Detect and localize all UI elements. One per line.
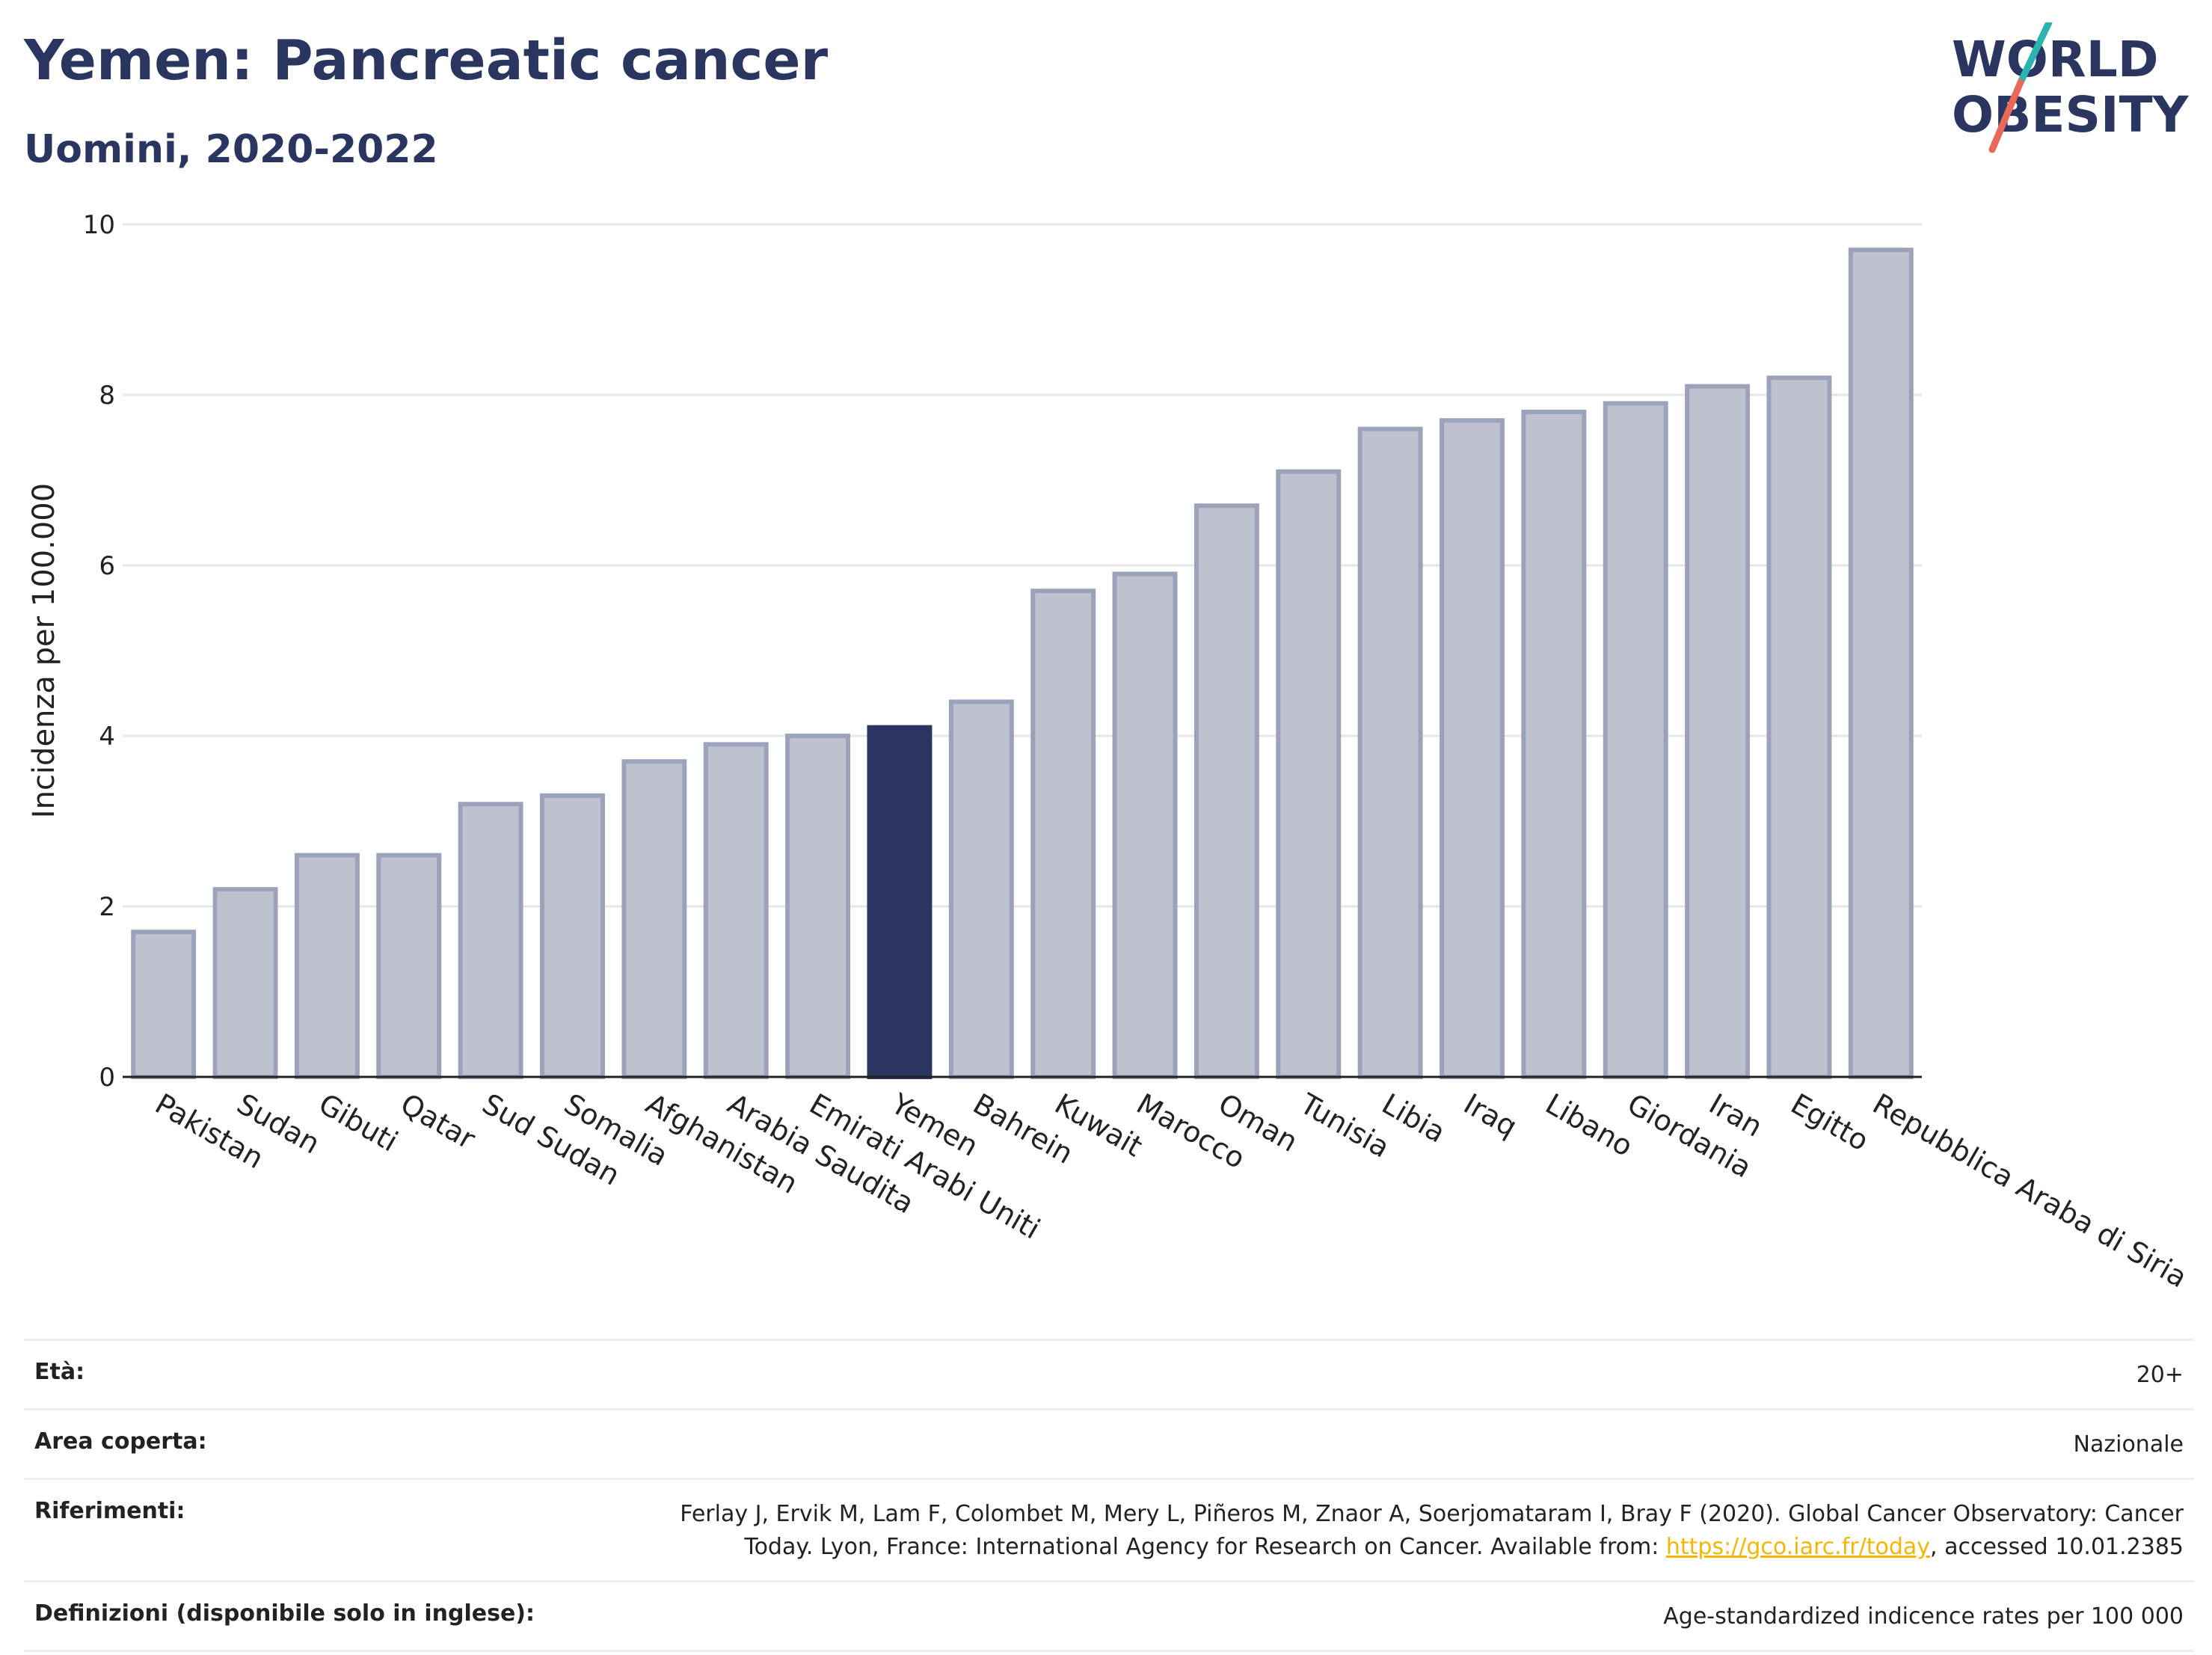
logo-slash-coral	[1988, 79, 2024, 153]
world-obesity-logo: WORLD OBESITY	[1952, 22, 2190, 153]
row-coverage: Area coperta: Nazionale	[24, 1408, 2194, 1478]
bar	[621, 759, 687, 1079]
bar	[540, 793, 605, 1080]
definitions-label: Definizioni (disponibile solo in inglese…	[34, 1600, 535, 1627]
x-tick-label: Qatar	[395, 1087, 481, 1156]
row-age: Età: 20+	[24, 1339, 2194, 1408]
x-tick-label: Repubblica Araba di Siria	[1867, 1087, 2193, 1295]
x-tick-label: Iraq	[1458, 1087, 1523, 1143]
coverage-label: Area coperta:	[34, 1428, 207, 1455]
chart-title: Yemen: Pancreatic cancer	[24, 28, 829, 93]
bar	[1440, 418, 1505, 1079]
bar	[1357, 426, 1423, 1079]
references-value: Ferlay J, Ervik M, Lam F, Colombet M, Me…	[613, 1498, 2184, 1564]
row-references: Riferimenti: Ferlay J, Ervik M, Lam F, C…	[24, 1478, 2194, 1580]
bar	[1848, 248, 1914, 1080]
bar	[948, 699, 1014, 1080]
bar	[458, 802, 523, 1079]
y-tick-label: 6	[99, 551, 115, 581]
bar	[1521, 409, 1587, 1079]
x-tick-label: Libano	[1540, 1087, 1638, 1163]
bar	[1276, 469, 1342, 1079]
y-tick-label: 4	[99, 722, 115, 752]
bar	[294, 853, 360, 1079]
x-tick-label: Tunisia	[1294, 1087, 1395, 1164]
logo-word-obesity: OBESITY	[1952, 86, 2190, 144]
chart-subtitle: Uomini, 2020-2022	[24, 127, 438, 172]
bar	[1685, 384, 1751, 1079]
y-axis-title: Incidenza per 100.000	[27, 483, 61, 818]
references-text: Ferlay J, Ervik M, Lam F, Colombet M, Me…	[680, 1501, 2184, 1560]
x-tick-label: Egitto	[1785, 1087, 1874, 1158]
y-tick-label: 10	[83, 210, 115, 240]
references-label: Riferimenti:	[34, 1498, 185, 1524]
row-definitions: Definizioni (disponibile solo in inglese…	[24, 1580, 2194, 1652]
bar	[1193, 503, 1259, 1079]
age-value: 20+	[2136, 1362, 2184, 1388]
age-label: Età:	[34, 1359, 85, 1385]
bars	[131, 248, 1914, 1080]
bar	[212, 887, 278, 1079]
bar	[1603, 401, 1668, 1079]
bar-highlight	[867, 725, 933, 1079]
bar	[1766, 375, 1832, 1079]
bar	[1030, 589, 1096, 1079]
bar	[131, 930, 197, 1079]
references-link[interactable]: https://gco.iarc.fr/today	[1665, 1534, 1931, 1560]
references-accessed: , accessed 10.01.2385	[1930, 1534, 2184, 1560]
x-tick-label: Gibuti	[313, 1087, 403, 1158]
y-tick-label: 8	[99, 381, 115, 411]
bar	[1112, 571, 1178, 1079]
logo-slash-teal	[2017, 22, 2053, 86]
metadata-table: Età: 20+ Area coperta: Nazionale Riferim…	[24, 1339, 2194, 1652]
coverage-value: Nazionale	[2073, 1431, 2184, 1458]
bar	[785, 734, 851, 1079]
logo-word-world: WORLD	[1952, 31, 2159, 88]
y-tick-label: 2	[99, 892, 115, 922]
definitions-value: Age-standardized indicence rates per 100…	[1663, 1603, 2184, 1630]
y-tick-label: 0	[99, 1063, 115, 1093]
y-axis-ticks: 0 2 4 6 8 10	[83, 210, 115, 1093]
bar	[703, 742, 769, 1080]
bar	[376, 853, 442, 1079]
